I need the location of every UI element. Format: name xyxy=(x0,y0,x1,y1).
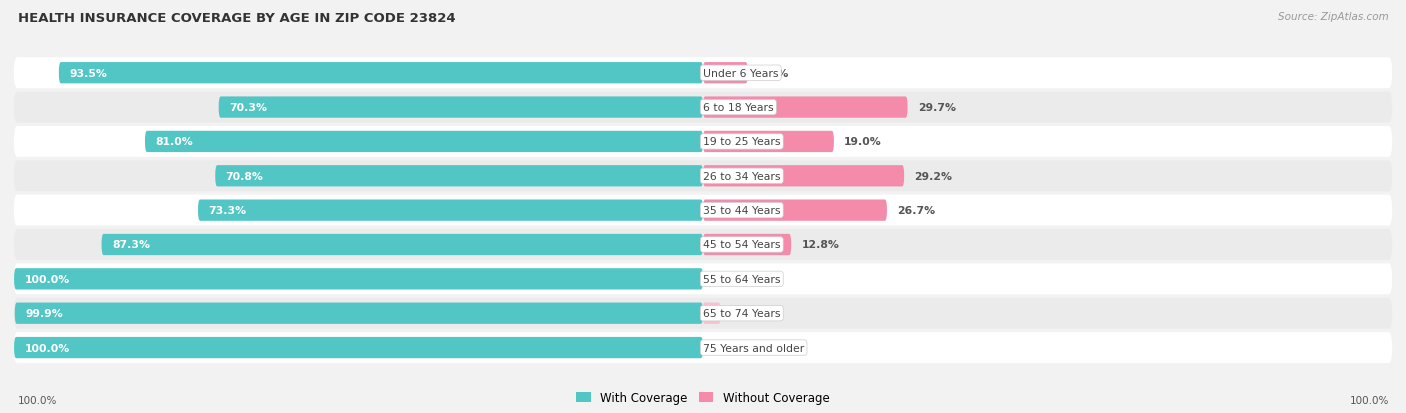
FancyBboxPatch shape xyxy=(14,337,703,358)
Text: 81.0%: 81.0% xyxy=(155,137,193,147)
FancyBboxPatch shape xyxy=(703,97,908,119)
Text: 55 to 64 Years: 55 to 64 Years xyxy=(703,274,780,284)
Text: 73.3%: 73.3% xyxy=(208,206,246,216)
FancyBboxPatch shape xyxy=(219,97,703,119)
Text: 0.15%: 0.15% xyxy=(714,309,752,318)
Text: 93.5%: 93.5% xyxy=(69,69,107,78)
Text: HEALTH INSURANCE COVERAGE BY AGE IN ZIP CODE 23824: HEALTH INSURANCE COVERAGE BY AGE IN ZIP … xyxy=(18,12,456,25)
FancyBboxPatch shape xyxy=(145,131,703,153)
FancyBboxPatch shape xyxy=(14,268,703,290)
Text: 26 to 34 Years: 26 to 34 Years xyxy=(703,171,780,181)
FancyBboxPatch shape xyxy=(703,200,887,221)
Text: 19.0%: 19.0% xyxy=(844,137,882,147)
FancyBboxPatch shape xyxy=(14,127,1392,157)
FancyBboxPatch shape xyxy=(14,161,1392,192)
Text: 75 Years and older: 75 Years and older xyxy=(703,343,804,353)
Text: 65 to 74 Years: 65 to 74 Years xyxy=(703,309,780,318)
Text: 70.3%: 70.3% xyxy=(229,103,267,113)
FancyBboxPatch shape xyxy=(14,195,1392,226)
FancyBboxPatch shape xyxy=(14,230,1392,260)
Text: 100.0%: 100.0% xyxy=(24,274,70,284)
FancyBboxPatch shape xyxy=(703,131,834,153)
Text: 29.2%: 29.2% xyxy=(914,171,952,181)
Text: Source: ZipAtlas.com: Source: ZipAtlas.com xyxy=(1278,12,1389,22)
FancyBboxPatch shape xyxy=(14,303,703,324)
Text: 70.8%: 70.8% xyxy=(225,171,263,181)
FancyBboxPatch shape xyxy=(198,200,703,221)
Text: 6.5%: 6.5% xyxy=(758,69,789,78)
FancyBboxPatch shape xyxy=(59,63,703,84)
Text: 6 to 18 Years: 6 to 18 Years xyxy=(703,103,773,113)
Text: 12.8%: 12.8% xyxy=(801,240,839,250)
FancyBboxPatch shape xyxy=(14,298,1392,329)
FancyBboxPatch shape xyxy=(703,166,904,187)
FancyBboxPatch shape xyxy=(14,58,1392,89)
FancyBboxPatch shape xyxy=(215,166,703,187)
FancyBboxPatch shape xyxy=(703,303,720,324)
Text: 26.7%: 26.7% xyxy=(897,206,935,216)
Text: Under 6 Years: Under 6 Years xyxy=(703,69,779,78)
FancyBboxPatch shape xyxy=(14,264,1392,294)
FancyBboxPatch shape xyxy=(703,63,748,84)
Text: 45 to 54 Years: 45 to 54 Years xyxy=(703,240,780,250)
Text: 100.0%: 100.0% xyxy=(18,395,58,405)
FancyBboxPatch shape xyxy=(703,234,792,256)
Text: 29.7%: 29.7% xyxy=(918,103,956,113)
Text: 35 to 44 Years: 35 to 44 Years xyxy=(703,206,780,216)
FancyBboxPatch shape xyxy=(14,332,1392,363)
Legend: With Coverage, Without Coverage: With Coverage, Without Coverage xyxy=(576,392,830,404)
Text: 100.0%: 100.0% xyxy=(1350,395,1389,405)
FancyBboxPatch shape xyxy=(14,93,1392,123)
Text: 0.0%: 0.0% xyxy=(713,343,744,353)
Text: 0.0%: 0.0% xyxy=(713,274,744,284)
FancyBboxPatch shape xyxy=(101,234,703,256)
Text: 19 to 25 Years: 19 to 25 Years xyxy=(703,137,780,147)
Text: 99.9%: 99.9% xyxy=(25,309,63,318)
Text: 87.3%: 87.3% xyxy=(112,240,150,250)
Text: 100.0%: 100.0% xyxy=(24,343,70,353)
